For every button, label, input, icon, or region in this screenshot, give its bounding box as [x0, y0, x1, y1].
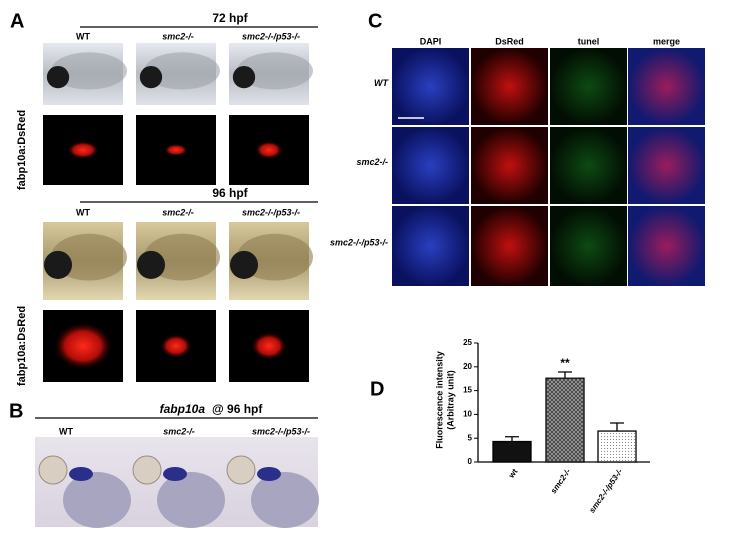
column-label: smc2-/-/p53-/-	[252, 426, 310, 436]
column-label: merge	[653, 36, 680, 46]
side-label: fabp10a:DsRed	[16, 110, 28, 190]
column-label: WT	[76, 207, 90, 217]
row-label: smc2-/-	[356, 157, 388, 167]
microscopy-image	[628, 206, 705, 286]
dsred-signal	[53, 322, 113, 370]
bar-texture	[546, 378, 584, 462]
microscopy-image	[550, 127, 627, 204]
bar	[492, 440, 532, 463]
yolk	[251, 472, 319, 528]
larva-eye	[136, 250, 166, 279]
y-axis-title: (Arbitray unit)	[445, 370, 455, 430]
microscopy-image	[550, 206, 627, 286]
bar-texture	[598, 431, 636, 462]
liver-stain	[163, 467, 187, 481]
larva-body	[144, 52, 220, 90]
larva-eye	[139, 65, 163, 89]
dsred-signal	[164, 144, 188, 156]
embryo-eye	[38, 455, 68, 485]
column-label: tunel	[578, 36, 600, 46]
column-label: smc2-/-/p53-/-	[242, 207, 300, 217]
microscopy-image	[392, 206, 469, 286]
larva-body	[237, 52, 313, 90]
stage-title: 96 hpf	[212, 186, 248, 200]
liver-stain	[257, 467, 281, 481]
y-tick-label: 15	[463, 386, 472, 395]
column-label: DAPI	[420, 36, 442, 46]
microscopy-image	[628, 48, 705, 125]
microscopy-image	[471, 48, 548, 125]
larva-eye	[232, 65, 256, 89]
yolk	[63, 472, 131, 528]
microscopy-image	[392, 48, 469, 125]
x-tick-label: smc2-/-/p53-/-	[587, 467, 624, 515]
dsred-signal	[251, 332, 287, 360]
larva-eye	[229, 250, 259, 279]
row-label: smc2-/-/p53-/-	[330, 237, 388, 247]
embryo-eye	[132, 455, 162, 485]
panel-label: C	[368, 10, 382, 32]
y-tick-label: 5	[468, 433, 473, 442]
dsred-signal	[255, 141, 283, 159]
column-label: DsRed	[495, 36, 524, 46]
x-tick-label: smc2-/-	[549, 467, 573, 495]
error-bar	[558, 371, 572, 379]
microscopy-image	[471, 127, 548, 204]
column-label: smc2-/-	[163, 426, 195, 436]
significance: **	[560, 356, 570, 370]
panel-label: B	[9, 400, 23, 422]
panel-label: D	[370, 378, 384, 400]
column-label: smc2-/-	[162, 207, 194, 217]
error-bar	[610, 422, 624, 432]
larva-eye	[46, 65, 70, 89]
microscopy-image	[628, 127, 705, 204]
row-label: WT	[374, 78, 389, 88]
microscopy-image	[550, 48, 627, 125]
y-tick-label: 25	[463, 338, 472, 347]
panel-label: A	[10, 10, 24, 32]
microscopy-image	[392, 127, 469, 204]
column-label: smc2-/-/p53-/-	[242, 31, 300, 41]
error-bar	[505, 436, 519, 442]
gene-name: fabp10a	[160, 402, 206, 416]
dsred-signal	[160, 334, 192, 358]
y-tick-label: 0	[468, 457, 473, 466]
stage-title: 72 hpf	[212, 11, 248, 25]
column-label: smc2-/-	[162, 31, 194, 41]
embryo-eye	[226, 455, 256, 485]
side-label: fabp10a:DsRed	[16, 306, 28, 386]
dsred-signal	[67, 141, 99, 159]
microscopy-image	[471, 206, 548, 286]
y-tick-label: 10	[463, 410, 472, 419]
larva-eye	[43, 250, 73, 279]
yolk	[157, 472, 225, 528]
liver-stain	[69, 467, 93, 481]
larva-body	[51, 52, 127, 90]
column-label: WT	[76, 31, 90, 41]
y-axis-title: Fluorescence intensity	[434, 351, 444, 449]
x-tick-label: wt	[506, 467, 519, 481]
stage-title: @ 96 hpf	[212, 402, 263, 416]
y-tick-label: 20	[463, 362, 472, 371]
column-label: WT	[59, 426, 73, 436]
